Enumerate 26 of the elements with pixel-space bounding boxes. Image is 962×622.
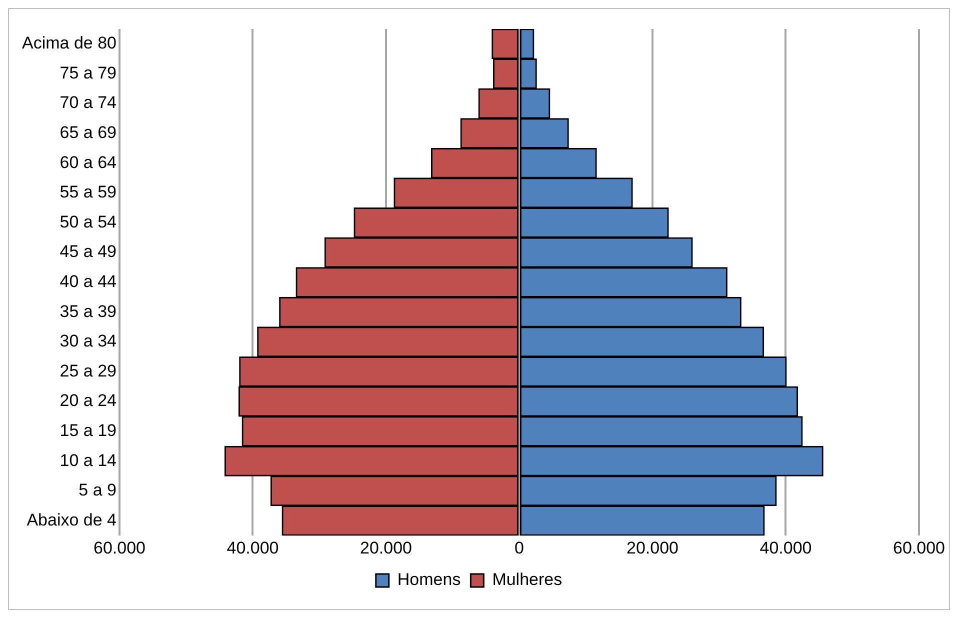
y-tick-label: Acima de 80 (22, 34, 116, 53)
legend-label: Mulheres (492, 570, 562, 590)
y-tick-label: 50 a 54 (60, 212, 116, 232)
y-tick-label: 45 a 49 (60, 242, 116, 262)
y-tick-label: 70 a 74 (60, 93, 116, 112)
y-tick-label: 65 a 69 (60, 122, 116, 142)
x-tick-label: 20.000 (626, 538, 678, 558)
y-tick-label: 60 a 64 (60, 152, 116, 172)
y-tick-label: 40 a 44 (60, 272, 116, 291)
y-tick-label: 5 a 9 (78, 480, 116, 500)
legend-label: Homens (397, 570, 461, 590)
x-tick-label: 60.000 (893, 538, 945, 558)
y-tick-label: 20 a 24 (60, 391, 116, 410)
y-tick-label: 10 a 14 (60, 450, 116, 470)
y-tick-label: Abaixo de 4 (26, 510, 116, 530)
y-tick-label: 75 a 79 (60, 63, 116, 82)
y-tick-label: 55 a 59 (60, 182, 116, 202)
x-tick-label: 40.000 (760, 538, 812, 558)
x-tick-label: 20.000 (360, 538, 412, 558)
y-tick-label: 25 a 29 (60, 361, 116, 380)
x-tick-label: 40.000 (226, 538, 279, 558)
x-tick-label: 60.000 (93, 538, 146, 558)
y-tick-label: 15 a 19 (60, 420, 116, 440)
y-tick-label: 30 a 34 (60, 332, 116, 351)
x-tick-label: 0 (514, 538, 524, 558)
y-tick-label: 35 a 39 (60, 302, 116, 321)
